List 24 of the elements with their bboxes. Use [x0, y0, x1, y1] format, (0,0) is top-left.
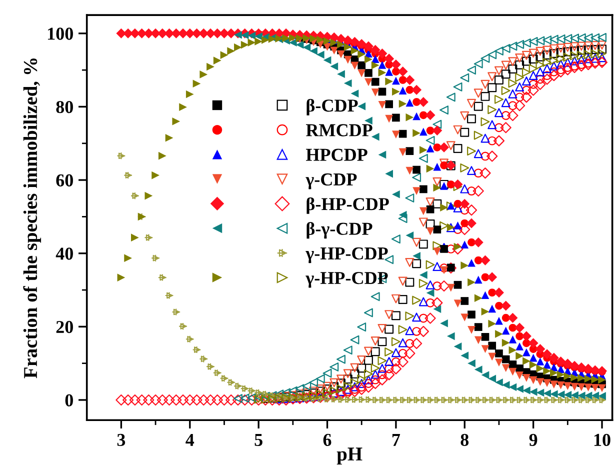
- x-tick-label: 5: [254, 434, 262, 446]
- legend-label: γ-HP-CDP: [306, 272, 388, 288]
- x-tick-label: 10: [594, 434, 610, 446]
- x-tick-label: 6: [323, 434, 332, 446]
- legend-label: HPCDP: [306, 148, 368, 161]
- y-tick-label: 20: [56, 320, 73, 334]
- legend-label: RMCDP: [306, 124, 372, 136]
- x-tick-label: 8: [460, 434, 469, 446]
- x-tick-label: 3: [117, 434, 126, 446]
- y-tick-label: 100: [48, 28, 73, 40]
- legend-label: β-γ-CDP: [306, 222, 372, 239]
- legend-label: β-HP-CDP: [306, 197, 389, 214]
- y-tick-label: 40: [56, 248, 73, 260]
- x-tick-label: 4: [186, 434, 194, 446]
- x-tick-label: 7: [392, 434, 400, 446]
- y-tick-label: 80: [56, 100, 73, 114]
- y-tick-label: 60: [56, 174, 73, 186]
- legend-label: γ-CDP: [306, 173, 357, 190]
- y-tick-label: 0: [65, 394, 73, 406]
- y-axis-title: Fraction of the species immobilized, %: [23, 58, 42, 378]
- x-axis-title: pH: [336, 448, 362, 465]
- legend-label: γ-HP-CDP: [306, 247, 388, 264]
- legend-label: β-CDP: [306, 98, 358, 116]
- x-tick-label: 9: [529, 434, 538, 446]
